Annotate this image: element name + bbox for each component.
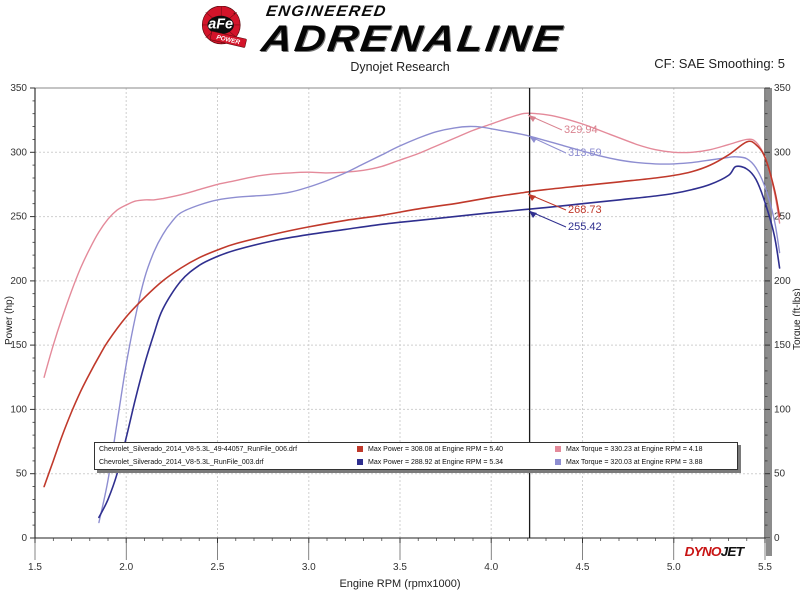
svg-text:aFe: aFe [208, 16, 233, 32]
svg-text:0: 0 [21, 533, 27, 544]
svg-text:350: 350 [10, 84, 27, 94]
svg-text:350: 350 [774, 84, 791, 94]
svg-text:4.0: 4.0 [484, 562, 498, 573]
svg-text:1.5: 1.5 [28, 562, 42, 573]
svg-text:100: 100 [10, 404, 27, 415]
svg-text:4.5: 4.5 [576, 562, 590, 573]
svg-text:5.5: 5.5 [758, 562, 772, 573]
svg-text:268.73: 268.73 [568, 204, 602, 216]
svg-text:2.0: 2.0 [119, 562, 133, 573]
svg-text:300: 300 [10, 147, 27, 158]
svg-text:200: 200 [774, 276, 791, 287]
svg-text:250: 250 [10, 212, 27, 223]
svg-text:250: 250 [774, 212, 791, 223]
svg-text:200: 200 [10, 276, 27, 287]
svg-text:300: 300 [774, 147, 791, 158]
svg-text:3.5: 3.5 [393, 562, 407, 573]
svg-text:3.0: 3.0 [302, 562, 316, 573]
svg-text:313.59: 313.59 [568, 147, 602, 159]
svg-text:150: 150 [774, 340, 791, 351]
svg-text:5.0: 5.0 [667, 562, 681, 573]
svg-text:100: 100 [774, 404, 791, 415]
svg-text:0: 0 [774, 533, 780, 544]
svg-text:50: 50 [774, 469, 786, 480]
svg-text:329.94: 329.94 [564, 124, 598, 136]
svg-text:2.5: 2.5 [211, 562, 225, 573]
svg-text:255.42: 255.42 [568, 221, 602, 233]
svg-text:50: 50 [16, 469, 28, 480]
